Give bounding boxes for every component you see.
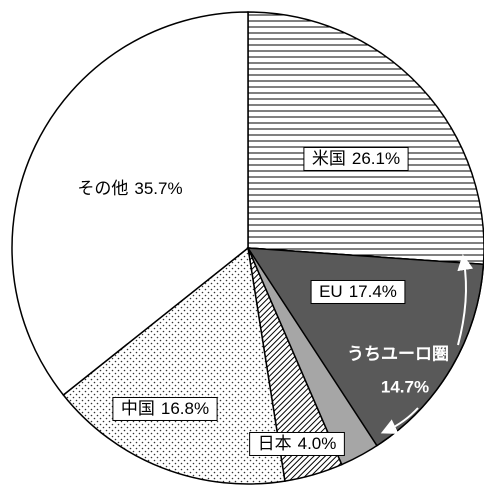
slice <box>11 11 249 397</box>
category-name: 日本 <box>258 434 292 453</box>
category-name: その他 <box>77 179 128 198</box>
category-name: 米国 <box>312 149 346 168</box>
slice <box>62 246 286 485</box>
sub-value-label: 14.7% <box>381 377 429 396</box>
category-name: 中国 <box>121 399 155 418</box>
value-label: 4.0% <box>298 434 337 453</box>
slice-label: 米国 26.1% <box>312 149 400 168</box>
value-label: 26.1% <box>352 149 400 168</box>
value-label: 16.8% <box>161 399 209 418</box>
sub-slice <box>246 247 484 447</box>
labels: 米国 26.1% EU 17.4% 日本 4.0% 中国 16.8% その他 35.7% うちユーロ… <box>77 146 449 456</box>
slice-label: 日本 4.0% <box>258 434 337 453</box>
slices <box>11 11 484 485</box>
slice <box>247 11 484 266</box>
sub-label: うちユーロ圏 <box>347 344 449 363</box>
slice-label: 中国 16.8% <box>121 399 209 418</box>
label-box <box>310 279 406 304</box>
label-box <box>303 146 409 171</box>
slice-label: その他 35.7% <box>77 179 182 198</box>
category-name: EU <box>319 282 343 301</box>
label-box <box>249 431 345 456</box>
arrow <box>457 254 474 346</box>
slice-label: EU 17.4% <box>319 282 397 301</box>
value-label: 17.4% <box>349 282 397 301</box>
arrow <box>380 407 419 434</box>
label-box <box>112 396 218 421</box>
value-label: 35.7% <box>134 179 182 198</box>
